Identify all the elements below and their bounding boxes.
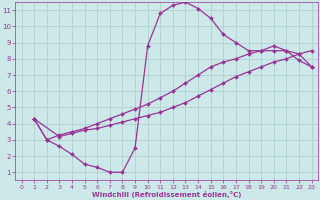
X-axis label: Windchill (Refroidissement éolien,°C): Windchill (Refroidissement éolien,°C) — [92, 191, 241, 198]
